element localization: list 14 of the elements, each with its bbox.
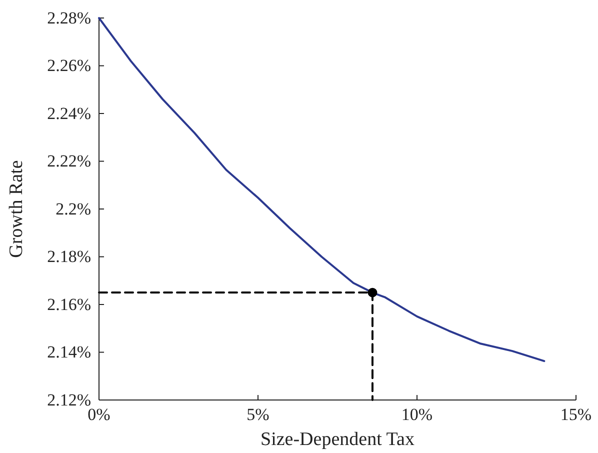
- x-tick-label: 10%: [401, 405, 433, 424]
- y-tick-label: 2.14%: [47, 342, 91, 362]
- y-tick-label: 2.2%: [56, 199, 91, 218]
- x-tick-label: 5%: [246, 405, 270, 424]
- line-series: [98, 17, 546, 362]
- y-tick-label: 2.26%: [47, 56, 91, 76]
- y-tick-label: 2.22%: [47, 152, 91, 171]
- y-axis-title: Growth Rate: [6, 160, 27, 258]
- x-tick-label: 15%: [560, 405, 592, 424]
- y-tick-label: 2.28%: [47, 8, 91, 28]
- y-tick-label: 2.16%: [47, 294, 91, 314]
- y-tick-label: 2.24%: [47, 104, 91, 123]
- y-tick-label: 2.18%: [47, 247, 91, 266]
- x-axis-title: Size-Dependent Tax: [260, 429, 415, 450]
